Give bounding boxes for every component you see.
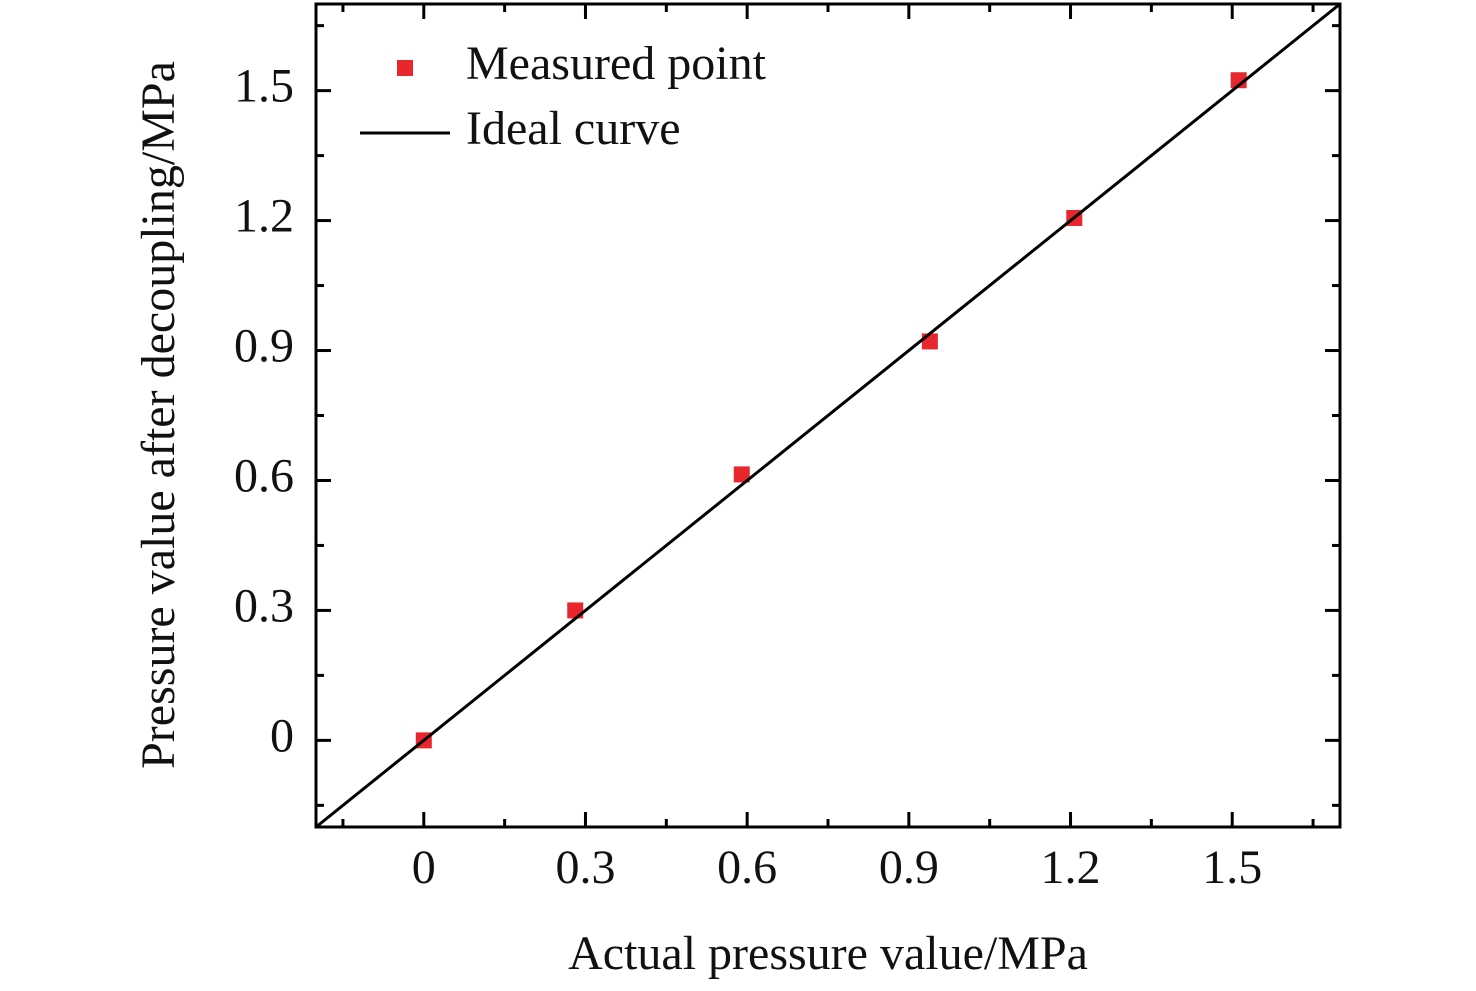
legend-marker: [397, 60, 413, 76]
measured-point: [733, 466, 750, 483]
x-tick-label: 0.3: [555, 841, 615, 894]
y-tick-label: 0: [270, 709, 294, 762]
measured-point: [1230, 72, 1247, 89]
legend-label: Ideal curve: [466, 102, 681, 155]
x-tick-label: 0.9: [879, 841, 939, 894]
y-tick-label: 0.9: [234, 320, 294, 373]
legend-label: Measured point: [466, 37, 767, 90]
ideal-line: [316, 4, 1340, 827]
x-axis-label: Actual pressure value/MPa: [568, 927, 1088, 980]
y-tick-label: 1.5: [234, 60, 294, 113]
x-tick-label: 1.5: [1202, 841, 1262, 894]
x-tick-label: 0: [412, 841, 436, 894]
measured-point: [921, 333, 938, 350]
y-axis-label: Pressure value after decoupling/MPa: [132, 61, 185, 769]
x-tick-label: 0.6: [717, 841, 777, 894]
plot-frame: [314, 2, 1342, 829]
y-tick-label: 0.3: [234, 579, 294, 632]
y-tick-label: 1.2: [234, 190, 294, 243]
x-tick-label: 1.2: [1041, 841, 1101, 894]
y-tick-label: 0.6: [234, 449, 294, 502]
